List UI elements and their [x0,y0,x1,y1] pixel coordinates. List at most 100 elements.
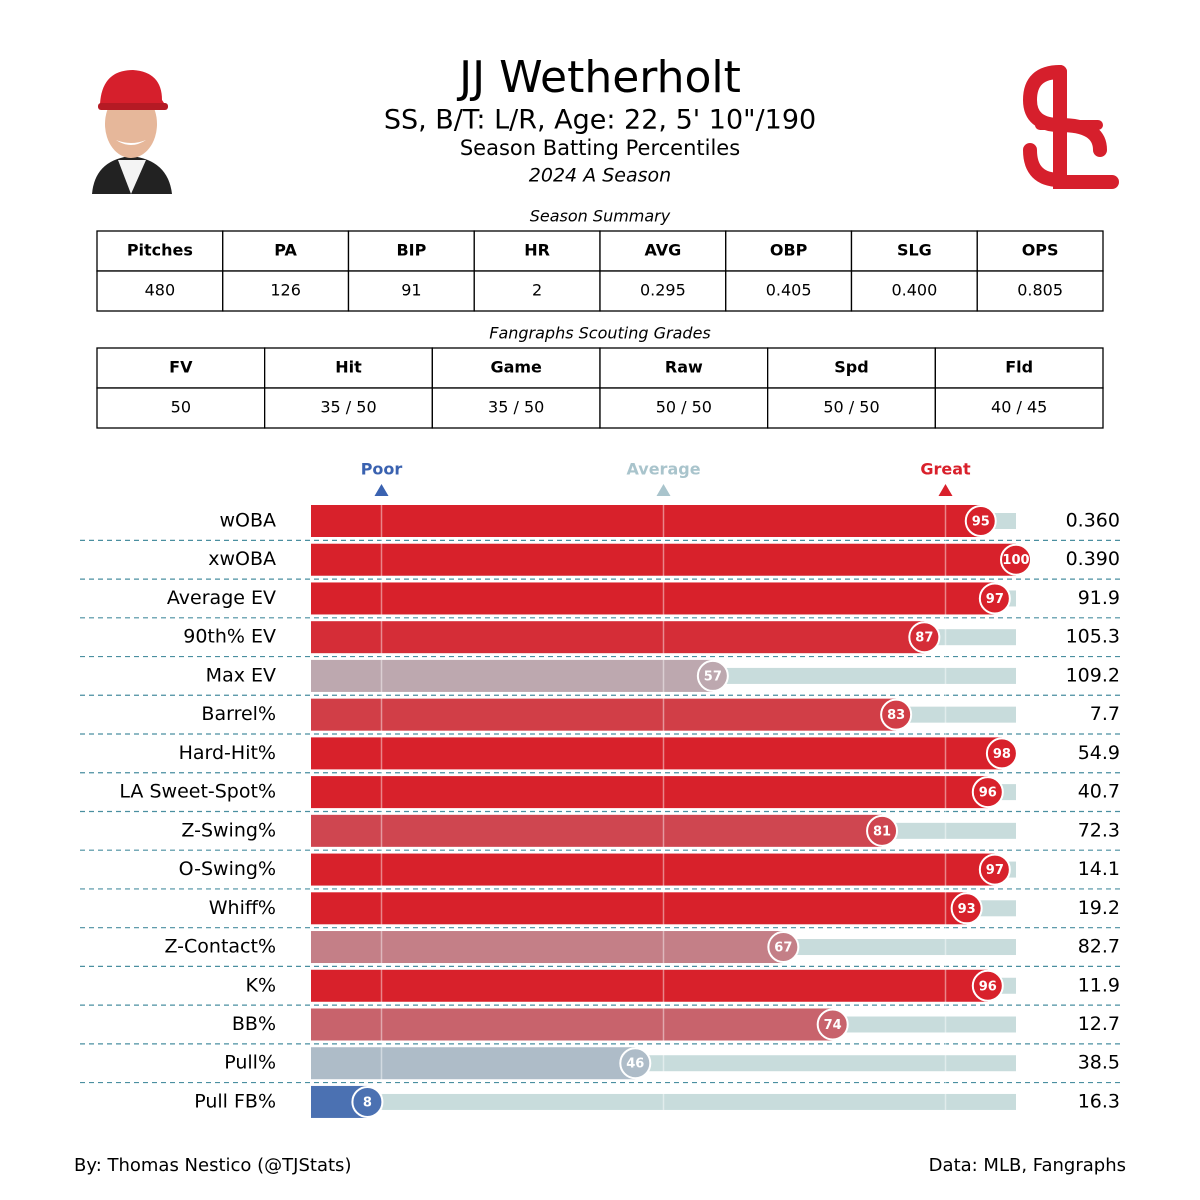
metric-stat: 11.9 [1078,974,1120,996]
metric-stat: 38.5 [1078,1052,1120,1074]
metric-stat: 91.9 [1078,587,1120,609]
team-logo [1022,65,1119,189]
table-header: Spd [834,358,868,377]
table-header: PA [274,241,297,260]
percentile-label: 74 [824,1018,842,1033]
bar [311,969,988,1002]
table-cell [96,387,266,429]
table-cell [599,270,727,312]
percentile-label: 67 [774,941,792,956]
table-title: Fangraphs Scouting Grades [489,324,711,343]
table-cell [599,230,727,272]
table-cell [473,230,601,272]
metric-stat: 14.1 [1078,858,1120,880]
metric-label: Barrel% [201,703,276,725]
metric-stat: 40.7 [1078,781,1120,803]
table-value: 40 / 45 [991,398,1047,417]
table-header: Pitches [127,241,193,260]
marker-arrow [656,484,671,496]
bar [311,659,713,692]
percentile-label: 83 [887,708,905,723]
percentile-dot [767,931,800,964]
metric-label: 90th% EV [183,626,276,648]
table-header: OBP [770,241,808,260]
bar [311,582,995,615]
metric-label: Pull% [224,1052,276,1074]
percentile-dot [351,1085,384,1118]
percentile-label: 46 [626,1057,644,1072]
table-header: FV [169,358,193,377]
metric-label: Z-Swing% [181,819,276,841]
table-header: HR [524,241,550,260]
table-cell [96,347,266,389]
season: 2024 A Season [529,165,671,187]
bar [311,892,967,925]
metric-stat: 7.7 [1090,703,1120,725]
bar [311,1008,833,1041]
table-cell [599,347,769,389]
marker-arrow [374,484,389,496]
table-value: 35 / 50 [488,398,544,417]
percentile-label: 8 [363,1095,372,1110]
track [311,1093,1016,1110]
metric-label: O-Swing% [179,858,276,880]
source: Data: MLB, Fangraphs [929,1155,1126,1176]
table-value: 35 / 50 [320,398,376,417]
table-value: 50 [171,398,191,417]
percentile-dot [866,814,899,847]
bar [311,931,784,964]
metric-stat: 54.9 [1078,742,1120,764]
bar [311,853,995,886]
bar [311,776,988,809]
bar [311,1047,636,1080]
table-value: 126 [270,281,301,300]
percentile-dot [978,582,1011,615]
table-cell [934,347,1104,389]
metric-stat: 0.360 [1066,510,1120,532]
table-cell [934,387,1104,429]
table-header: Game [490,358,542,377]
metric-label: wOBA [219,510,276,532]
metric-stat: 19.2 [1078,897,1120,919]
table-cell [96,230,224,272]
headshot [87,70,176,194]
table-header: Fld [1005,358,1033,377]
credit: By: Thomas Nestico (@TJStats) [74,1155,351,1176]
metric-stat: 0.390 [1066,548,1120,570]
table-cell [264,347,433,389]
percentile-dot [950,892,983,925]
table-cell [976,230,1104,272]
metric-label: Pull FB% [194,1090,276,1112]
table-cell [222,270,350,312]
percentile-label: 95 [972,515,990,530]
metric-label: Whiff% [209,897,276,919]
table-cell [725,270,853,312]
percentile-label: 97 [986,863,1004,878]
table-header: SLG [897,241,932,260]
table-value: 50 / 50 [823,398,879,417]
table-value: 0.805 [1017,281,1063,300]
metric-label: BB% [232,1013,276,1035]
table-cell [473,270,601,312]
table-cell [599,387,769,429]
table-header: Hit [335,358,362,377]
percentile-dot [971,969,1004,1002]
bar [311,543,1016,576]
metric-stat: 82.7 [1078,936,1120,958]
percentile-label: 100 [1002,553,1029,568]
table-value: 480 [145,281,176,300]
percentile-dot [964,505,997,537]
percentile-label: 81 [873,824,891,839]
table-title: Season Summary [530,207,671,226]
metric-label: LA Sweet-Spot% [119,781,276,803]
percentile-dot [816,1008,849,1041]
metric-label: Z-Contact% [164,936,276,958]
percentile-dot [971,776,1004,809]
metric-stat: 72.3 [1078,819,1120,841]
table-cell [264,387,433,429]
percentile-dot [696,659,729,692]
percentile-label: 93 [958,902,976,917]
percentile-dot [908,621,941,654]
metric-label: Average EV [167,587,276,609]
